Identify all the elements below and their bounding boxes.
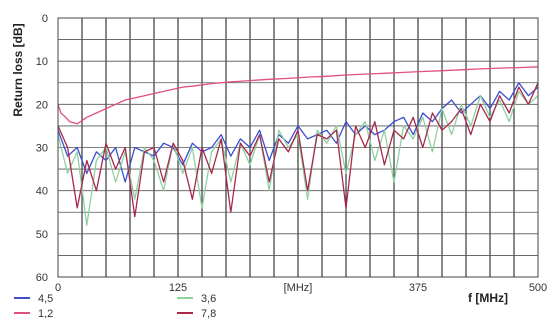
legend-label: 3,6 (201, 293, 216, 305)
x-axis-label: f [MHz] (468, 291, 508, 305)
y-tick-label: 50 (36, 229, 48, 241)
x-tick-labels: 0 125 375 500 (55, 282, 547, 294)
x-tick-label: 0 (55, 282, 61, 294)
y-tick-labels: 0 10 20 30 40 50 60 (36, 13, 48, 284)
legend-label: 1,2 (38, 308, 53, 320)
legend-label: 4,5 (38, 293, 53, 305)
y-tick-label: 10 (36, 56, 48, 68)
x-tick-label: 500 (529, 282, 547, 294)
grid (58, 18, 538, 277)
y-tick-label: 40 (36, 186, 48, 198)
plot-frame (57, 17, 539, 278)
series-line-4-5 (57, 82, 539, 183)
series-layer (57, 66, 539, 226)
legend: 4,5 3,6 1,2 7,8 (14, 293, 216, 320)
y-tick-label: 20 (36, 99, 48, 111)
y-tick-label: 30 (36, 143, 48, 155)
y-tick-label: 60 (36, 272, 48, 284)
legend-label: 7,8 (201, 308, 216, 320)
series-line-1-2 (57, 66, 539, 125)
x-tick-label: 125 (169, 282, 187, 294)
x-tick-label: 375 (409, 282, 427, 294)
x-axis-unit-label: [MHz] (284, 282, 313, 294)
y-tick-label: 0 (42, 13, 48, 25)
series-line-3-6 (57, 90, 539, 226)
series-line-7-8 (57, 82, 539, 218)
y-axis-label: Return loss [dB] (11, 23, 25, 116)
